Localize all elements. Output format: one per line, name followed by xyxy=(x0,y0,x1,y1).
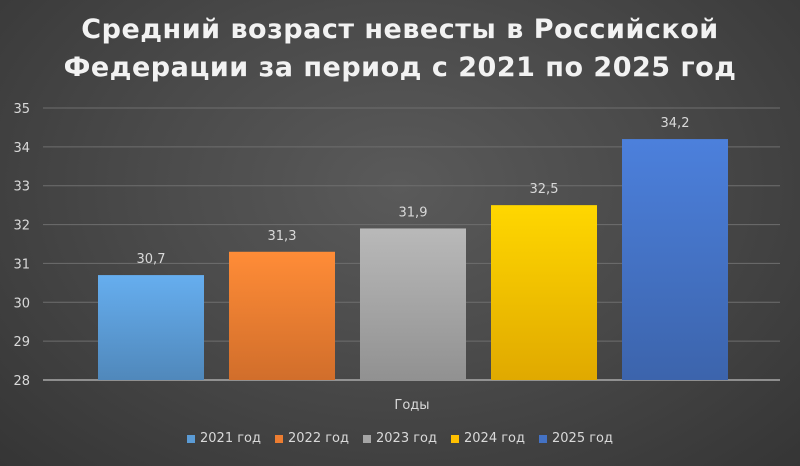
legend-swatch xyxy=(451,434,459,443)
bar-2021-год xyxy=(98,275,204,380)
data-label: 32,5 xyxy=(530,182,559,197)
y-tick-label: 28 xyxy=(13,374,30,389)
bar-2022-год xyxy=(229,251,335,380)
legend-item: 2025 год xyxy=(539,431,613,446)
chart-title-line-2: Федерации за период с 2021 по 2025 год xyxy=(63,52,737,83)
bar-2025-год xyxy=(622,139,728,380)
bar-2024-год xyxy=(491,205,597,380)
chart-title-line-1: Средний возраст невесты в Российской xyxy=(81,14,719,45)
bar-2023-год xyxy=(360,228,466,380)
y-tick-label: 33 xyxy=(13,180,30,195)
legend-item: 2021 год xyxy=(187,431,261,446)
x-axis-label: Годы xyxy=(394,398,429,413)
data-label: 30,7 xyxy=(137,252,166,267)
legend: 2021 год 2022 год 2023 год 2024 год 2025 год xyxy=(0,431,800,446)
legend-item: 2023 год xyxy=(363,431,437,446)
y-tick-label: 32 xyxy=(13,219,30,234)
legend-label: 2023 год xyxy=(376,431,437,446)
legend-label: 2025 год xyxy=(552,431,613,446)
data-label: 31,3 xyxy=(268,229,297,244)
legend-swatch xyxy=(275,434,283,443)
data-label: 31,9 xyxy=(399,205,428,220)
y-tick-label: 34 xyxy=(13,141,30,156)
legend-item: 2024 год xyxy=(451,431,525,446)
legend-swatch xyxy=(539,434,547,443)
y-tick-label: 30 xyxy=(13,296,30,311)
data-label: 34,2 xyxy=(661,116,690,131)
legend-swatch xyxy=(363,434,371,443)
legend-item: 2022 год xyxy=(275,431,349,446)
y-tick-label: 31 xyxy=(13,257,30,272)
legend-swatch xyxy=(187,434,195,443)
legend-label: 2022 год xyxy=(288,431,349,446)
y-tick-label: 29 xyxy=(13,335,30,350)
y-tick-label: 35 xyxy=(13,102,30,117)
legend-label: 2021 год xyxy=(200,431,261,446)
legend-label: 2024 год xyxy=(464,431,525,446)
